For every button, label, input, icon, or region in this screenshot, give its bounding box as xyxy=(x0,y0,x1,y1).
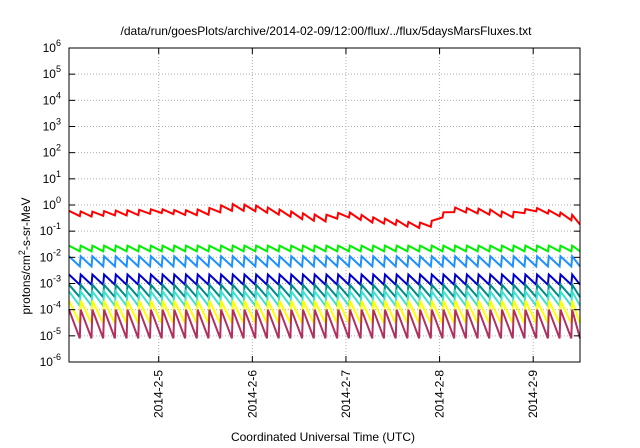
y-axis-label-sup: 2 xyxy=(17,250,27,255)
x-tick-label: 2014-2-7 xyxy=(339,370,353,418)
y-axis-label: protons/cm2-s-sr-MeV xyxy=(17,197,33,314)
data-series xyxy=(68,202,581,339)
x-tick-label: 2014-2-6 xyxy=(245,370,259,418)
y-tick-label: 106 xyxy=(43,38,61,55)
y-tick-label: 10-1 xyxy=(40,221,61,238)
series-line-5 xyxy=(68,287,581,309)
y-tick-label: 10-6 xyxy=(40,352,61,369)
y-tick-label: 102 xyxy=(43,143,61,160)
series-line-3 xyxy=(68,271,581,287)
y-tick-label: 101 xyxy=(43,169,61,186)
y-tick-label: 10-4 xyxy=(40,300,61,317)
series-line-4 xyxy=(68,281,581,300)
series-line-1 xyxy=(68,243,581,253)
x-tick-label: 2014-2-8 xyxy=(433,370,447,418)
x-tick-label: 2014-2-9 xyxy=(526,370,540,418)
y-axis-label-base: protons/cm xyxy=(19,255,33,314)
x-axis-label: Coordinated Universal Time (UTC) xyxy=(231,430,415,444)
y-tick-label: 10-3 xyxy=(40,274,61,291)
series-line-0 xyxy=(68,202,581,230)
y-tick-label: 10-2 xyxy=(40,247,61,264)
y-tick-label: 103 xyxy=(43,117,61,134)
y-axis-label-tail: -s-sr-MeV xyxy=(19,197,33,250)
y-tick-label: 10-5 xyxy=(40,326,61,343)
y-tick-labels: 10-6 10-5 10-4 10-3 10-2 10-1 100 101 102 103 104 1… xyxy=(40,38,61,369)
y-tick-label: 104 xyxy=(43,90,61,107)
axis-ticks xyxy=(69,47,580,363)
x-tick-label: 2014-2-5 xyxy=(152,370,166,418)
series-line-7 xyxy=(68,309,581,339)
series-line-2 xyxy=(68,253,581,269)
x-tick-labels: 2014-2-5 2014-2-6 2014-2-7 2014-2-8 2014-2-9 xyxy=(152,370,540,418)
y-tick-label: 100 xyxy=(43,195,61,212)
chart-title: /data/run/goesPlots/archive/2014-02-09/1… xyxy=(121,24,533,38)
y-tick-label: 105 xyxy=(43,64,61,81)
